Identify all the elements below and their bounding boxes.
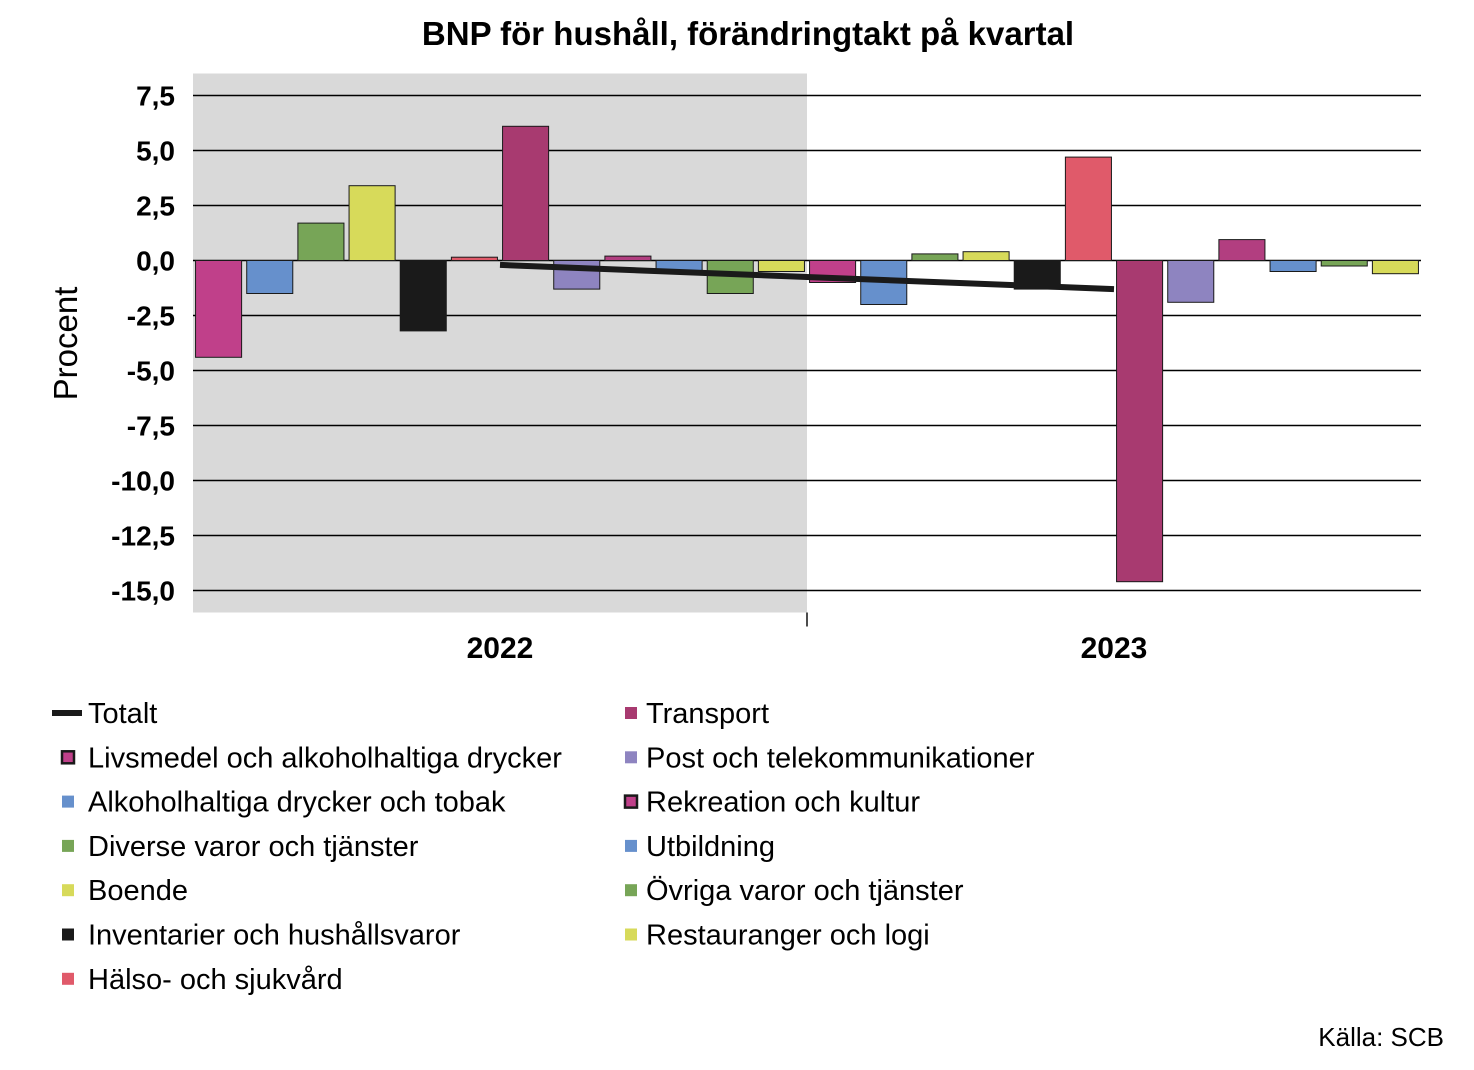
bar xyxy=(1320,260,1368,267)
y-tick-label: 0,0 xyxy=(136,246,175,277)
legend-label: Livsmedel och alkoholhaltiga drycker xyxy=(88,742,562,774)
bar xyxy=(1116,260,1164,583)
y-tick-label: -7,5 xyxy=(127,411,175,442)
y-tick-label: -15,0 xyxy=(111,576,175,607)
y-tick-label: -2,5 xyxy=(127,301,175,332)
bar xyxy=(450,256,498,262)
bar xyxy=(1218,239,1266,262)
bar xyxy=(604,255,652,262)
legend-label: Utbildning xyxy=(646,831,775,863)
y-tick-label: -5,0 xyxy=(127,356,175,387)
bar xyxy=(502,125,550,261)
legend-swatch xyxy=(625,884,637,897)
bar xyxy=(348,185,396,261)
legend-label: Övriga varor och tjänster xyxy=(646,875,964,907)
bar xyxy=(297,222,345,262)
legend-label: Restauranger och logi xyxy=(646,920,930,952)
chart-title: BNP för hushåll, förändringtakt på kvart… xyxy=(422,15,1074,52)
bar xyxy=(1064,156,1112,262)
x-category-label: 2023 xyxy=(1081,632,1148,665)
legend-label: Totalt xyxy=(88,698,157,730)
bar xyxy=(195,260,243,358)
legend-swatch xyxy=(625,751,637,764)
legend-label: Alkoholhaltiga drycker och tobak xyxy=(88,787,506,819)
legend-swatch xyxy=(625,928,637,941)
bar xyxy=(1167,260,1215,303)
y-tick-label: 5,0 xyxy=(136,136,175,167)
y-tick-label: 2,5 xyxy=(136,191,175,222)
total-line xyxy=(499,261,1115,293)
y-tick-label: -12,5 xyxy=(111,521,175,552)
bar xyxy=(962,251,1010,261)
legend-swatch xyxy=(62,795,74,808)
legend-swatch xyxy=(625,839,637,852)
legend-swatch xyxy=(62,839,74,852)
y-axis-label: Procent xyxy=(47,287,84,401)
bar xyxy=(1371,260,1419,275)
shaded-region-2022 xyxy=(193,73,807,613)
y-tick-label: -10,0 xyxy=(111,466,175,497)
total-line-path xyxy=(499,261,1115,293)
source-note: Källa: SCB xyxy=(1318,1022,1444,1052)
legend-label: Rekreation och kultur xyxy=(646,787,920,819)
y-tick-label: 7,5 xyxy=(136,81,175,112)
bar xyxy=(757,260,805,272)
legend-swatch xyxy=(60,750,76,765)
legend-label: Inventarier och hushållsvaror xyxy=(88,920,461,952)
bars xyxy=(195,125,1419,583)
legend-swatch xyxy=(62,884,74,897)
legend-label: Diverse varor och tjänster xyxy=(88,831,419,863)
legend-label: Post och telekommunikationer xyxy=(646,742,1035,774)
legend-swatch xyxy=(62,972,74,985)
bar xyxy=(399,260,447,332)
bar xyxy=(1269,260,1317,272)
gridlines xyxy=(193,94,1421,592)
legend-swatch xyxy=(623,794,639,809)
bar xyxy=(246,260,294,294)
x-axis: 2022 2023 xyxy=(467,612,1148,665)
y-tick-labels: 7,5 5,0 2,5 0,0 -2,5 -5,0 -7,5 -10,0 -12,5 -15,0 xyxy=(111,81,175,607)
legend-swatch xyxy=(62,928,74,941)
legend: Totalt Livsmedel och alkoholhaltiga dryck… xyxy=(52,698,1035,996)
legend-label: Hälso- och sjukvård xyxy=(88,964,343,996)
bar xyxy=(911,253,959,261)
x-category-label: 2022 xyxy=(467,632,534,665)
legend-label: Transport xyxy=(646,698,769,730)
legend-swatch xyxy=(625,707,637,719)
legend-label: Boende xyxy=(88,875,188,907)
